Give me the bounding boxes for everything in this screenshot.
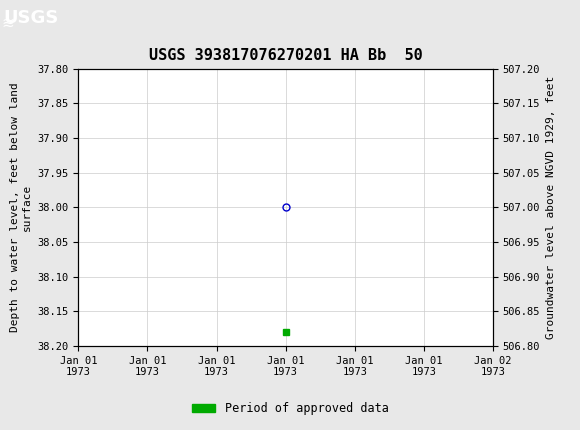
Y-axis label: Groundwater level above NGVD 1929, feet: Groundwater level above NGVD 1929, feet — [546, 76, 556, 339]
Text: ≋: ≋ — [2, 16, 15, 31]
Title: USGS 393817076270201 HA Bb  50: USGS 393817076270201 HA Bb 50 — [149, 49, 422, 64]
Text: USGS: USGS — [3, 9, 58, 27]
Legend: Period of approved data: Period of approved data — [187, 397, 393, 420]
Y-axis label: Depth to water level, feet below land
surface: Depth to water level, feet below land su… — [10, 83, 32, 332]
